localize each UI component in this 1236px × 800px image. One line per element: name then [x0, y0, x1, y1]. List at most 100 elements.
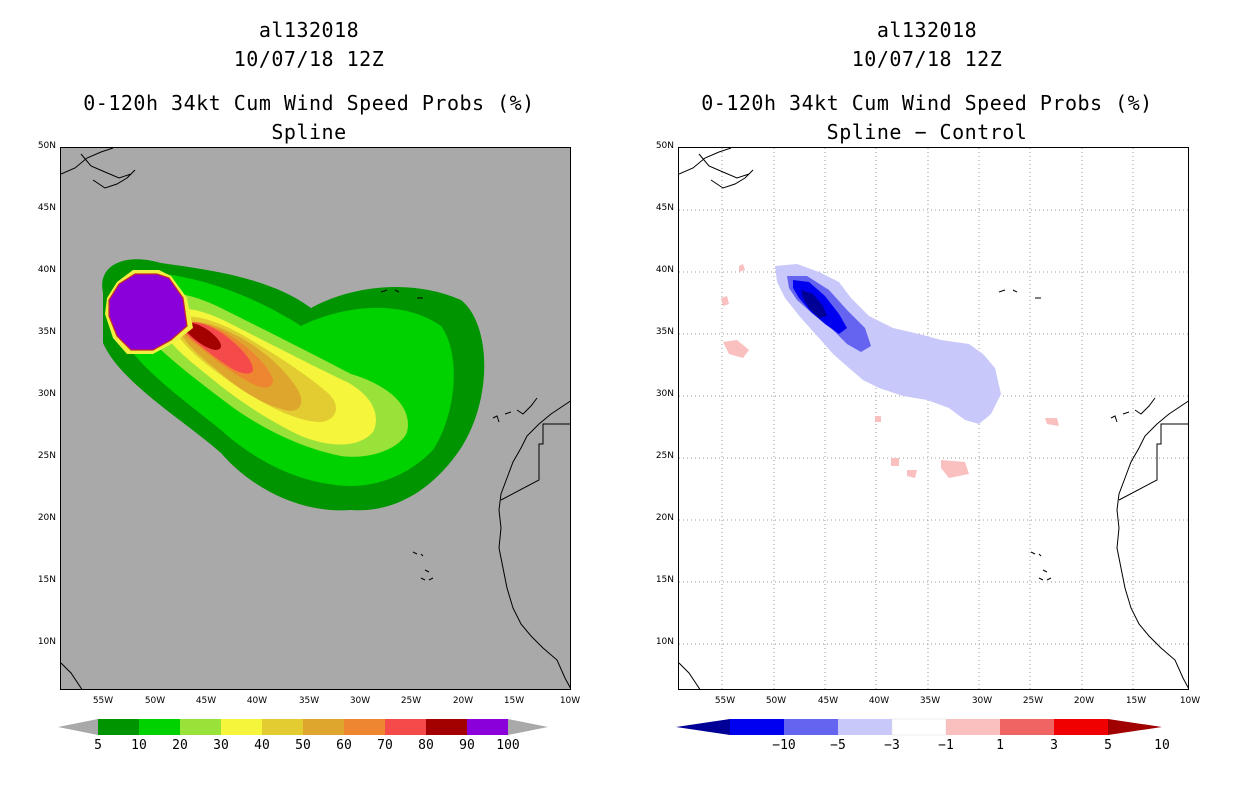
right-lon-label: 30W	[971, 696, 993, 706]
right-map	[678, 147, 1189, 690]
colorbar-swatch	[139, 719, 180, 735]
right-lat-label: 45N	[655, 203, 674, 213]
left-map	[60, 147, 571, 690]
left-lon-label: 15W	[503, 696, 525, 706]
western-sahara-border	[500, 423, 570, 501]
right-lon-label: 20W	[1073, 696, 1095, 706]
colorbar-tick-label: 50	[295, 738, 311, 753]
colorbar-swatch	[303, 719, 344, 735]
right-lon-label: 10W	[1179, 696, 1201, 706]
left-lon-label: 35W	[298, 696, 320, 706]
africa-coast	[1116, 400, 1188, 689]
pos-blob	[875, 416, 881, 422]
left-lon-label: 50W	[144, 696, 166, 706]
left-lon-label: 30W	[349, 696, 371, 706]
pos-blob	[739, 264, 745, 272]
colorbar-tick-label: −3	[884, 738, 900, 753]
western-sahara-border	[1118, 423, 1188, 501]
south-america-corner	[679, 662, 701, 689]
left-lat-label: 35N	[37, 327, 56, 337]
colorbar-swatch	[1000, 719, 1054, 735]
south-america-corner	[61, 662, 83, 689]
right-lat-label: 20N	[655, 513, 674, 523]
colorbar-tick-label: 90	[459, 738, 475, 753]
right-lat-label: 10N	[655, 637, 674, 647]
left-lat-label: 50N	[37, 141, 56, 151]
pos-blob	[721, 296, 729, 306]
right-lat-label: 15N	[655, 575, 674, 585]
left-product-title: 0-120h 34kt Cum Wind Speed Probs (%)	[83, 91, 535, 115]
azores	[998, 289, 1041, 299]
colorbar-tick-label: 5	[1104, 738, 1112, 753]
pos-blob	[1045, 418, 1059, 426]
left-lon-label: 10W	[559, 696, 581, 706]
colorbar-under-triangle	[676, 719, 730, 735]
left-lat-label: 15N	[37, 575, 56, 585]
diff-contour-minus-10	[801, 290, 827, 318]
colorbar-swatch	[221, 719, 262, 735]
right-lon-label: 45W	[817, 696, 839, 706]
colorbar-swatch	[262, 719, 303, 735]
colorbar-swatch	[891, 718, 947, 736]
left-panel: al132018 10/07/18 12Z 0-120h 34kt Cum Wi…	[37, 18, 581, 753]
left-lat-label: 45N	[37, 203, 56, 213]
pos-blob	[907, 470, 917, 478]
colorbar-swatch	[1054, 719, 1108, 735]
left-lon-label: 55W	[92, 696, 114, 706]
left-subtitle: Spline	[271, 120, 347, 144]
colorbar-tick-label: 100	[496, 738, 520, 753]
colorbar-tick-label: 30	[213, 738, 229, 753]
colorbar-swatch	[838, 719, 892, 735]
canary-islands	[492, 397, 538, 423]
left-lat-label: 10N	[37, 637, 56, 647]
prob-contour-80	[182, 322, 221, 350]
right-lon-label: 40W	[868, 696, 890, 706]
left-lon-label: 45W	[195, 696, 217, 706]
left-lon-label: 40W	[246, 696, 268, 706]
right-lon-label: 25W	[1022, 696, 1044, 706]
cape-verde	[1030, 551, 1052, 581]
right-lon-label: 55W	[714, 696, 736, 706]
colorbar-tick-label: 20	[172, 738, 188, 753]
colorbar-swatch	[946, 719, 1000, 735]
colorbar-over-triangle	[1108, 719, 1162, 735]
colorbar-swatch	[98, 719, 139, 735]
right-lon-label: 35W	[919, 696, 941, 706]
colorbar-swatch	[344, 719, 385, 735]
left-storm-id: al132018	[258, 18, 360, 42]
colorbar-tick-label: 40	[254, 738, 270, 753]
colorbar-tick-label: 70	[377, 738, 393, 753]
left-lat-label: 25N	[37, 451, 56, 461]
right-colorbar	[676, 718, 1162, 736]
colorbar-swatch	[426, 719, 467, 735]
left-lat-label: 30N	[37, 389, 56, 399]
cape-verde	[412, 551, 434, 581]
right-lat-label: 30N	[655, 389, 674, 399]
prob-contour-100	[108, 273, 188, 351]
left-coastlines	[61, 148, 570, 689]
colorbar-tick-label: 5	[94, 738, 102, 753]
colorbar-tick-label: 1	[996, 738, 1004, 753]
left-lat-label: 20N	[37, 513, 56, 523]
right-lat-label: 40N	[655, 265, 674, 275]
right-lon-label: 50W	[765, 696, 787, 706]
colorbar-tick-label: 10	[131, 738, 147, 753]
newfoundland-coast	[679, 148, 754, 189]
left-map-svg	[61, 148, 570, 689]
right-lon-label: 15W	[1125, 696, 1147, 706]
colorbar-over-triangle	[508, 719, 548, 735]
left-datetime: 10/07/18 12Z	[233, 47, 385, 71]
colorbar-tick-label: 3	[1050, 738, 1058, 753]
pos-blob	[891, 458, 899, 466]
colorbar-swatch	[784, 719, 838, 735]
right-product-title: 0-120h 34kt Cum Wind Speed Probs (%)	[701, 91, 1153, 115]
right-panel: al132018 10/07/18 12Z 0-120h 34kt Cum Wi…	[618, 0, 1236, 800]
pos-blob	[723, 340, 749, 358]
diff-contour-plus-1	[721, 264, 1059, 478]
left-lon-label: 25W	[400, 696, 422, 706]
azores	[380, 289, 423, 299]
colorbar-tick-label: 80	[418, 738, 434, 753]
left-lat-label: 40N	[37, 265, 56, 275]
colorbar-tick-label: 60	[336, 738, 352, 753]
colorbar-tick-label: −5	[830, 738, 846, 753]
